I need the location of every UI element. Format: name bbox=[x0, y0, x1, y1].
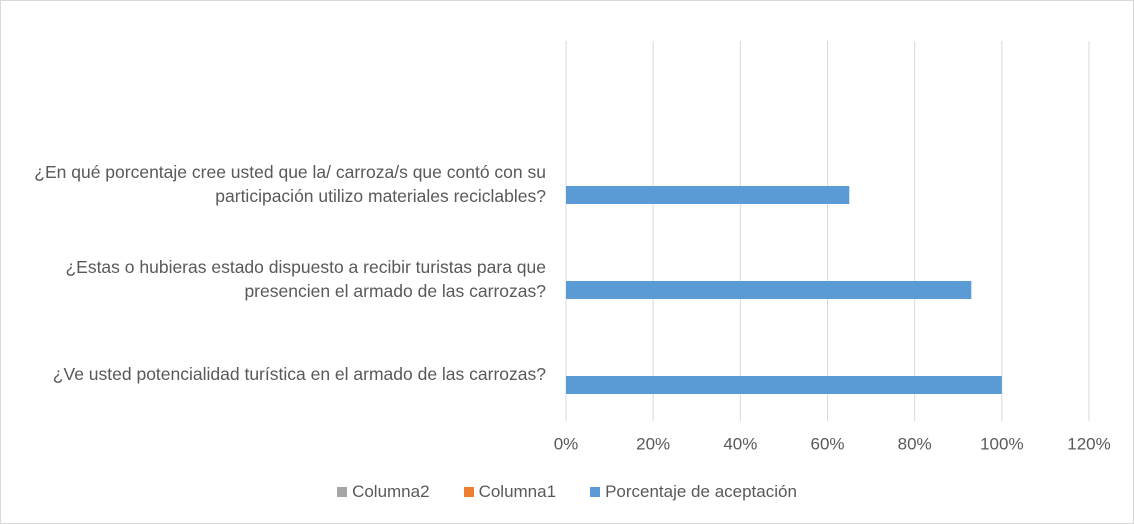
x-tick-label: 120% bbox=[1067, 434, 1110, 453]
legend-swatch bbox=[463, 487, 474, 497]
bar bbox=[566, 281, 972, 299]
legend-label: Columna2 bbox=[352, 482, 430, 501]
legend-swatch bbox=[590, 487, 601, 497]
x-tick-label: 100% bbox=[980, 434, 1023, 453]
bar bbox=[566, 376, 1002, 394]
bar bbox=[566, 186, 850, 204]
category-label: ¿Ve usted potencialidad turística en el … bbox=[52, 363, 546, 384]
legend: Columna2 Columna1 Porcentaje de aceptación bbox=[1, 482, 1133, 502]
category-label: ¿En qué porcentaje cree usted que la/ ca… bbox=[34, 161, 546, 206]
legend-item: Columna2 bbox=[337, 482, 430, 502]
legend-swatch bbox=[337, 487, 348, 497]
x-tick-label: 20% bbox=[636, 434, 670, 453]
legend-label: Columna1 bbox=[478, 482, 557, 501]
x-tick-label: 0% bbox=[554, 434, 579, 453]
x-tick-label: 40% bbox=[723, 434, 757, 453]
category-label: ¿Estas o hubieras estado dispuesto a rec… bbox=[65, 256, 546, 301]
x-tick-label: 60% bbox=[810, 434, 844, 453]
legend-label: Porcentaje de aceptación bbox=[605, 482, 797, 501]
legend-item: Porcentaje de aceptación bbox=[590, 482, 797, 502]
legend-item: Columna1 bbox=[463, 482, 557, 502]
x-tick-label: 80% bbox=[898, 434, 932, 453]
